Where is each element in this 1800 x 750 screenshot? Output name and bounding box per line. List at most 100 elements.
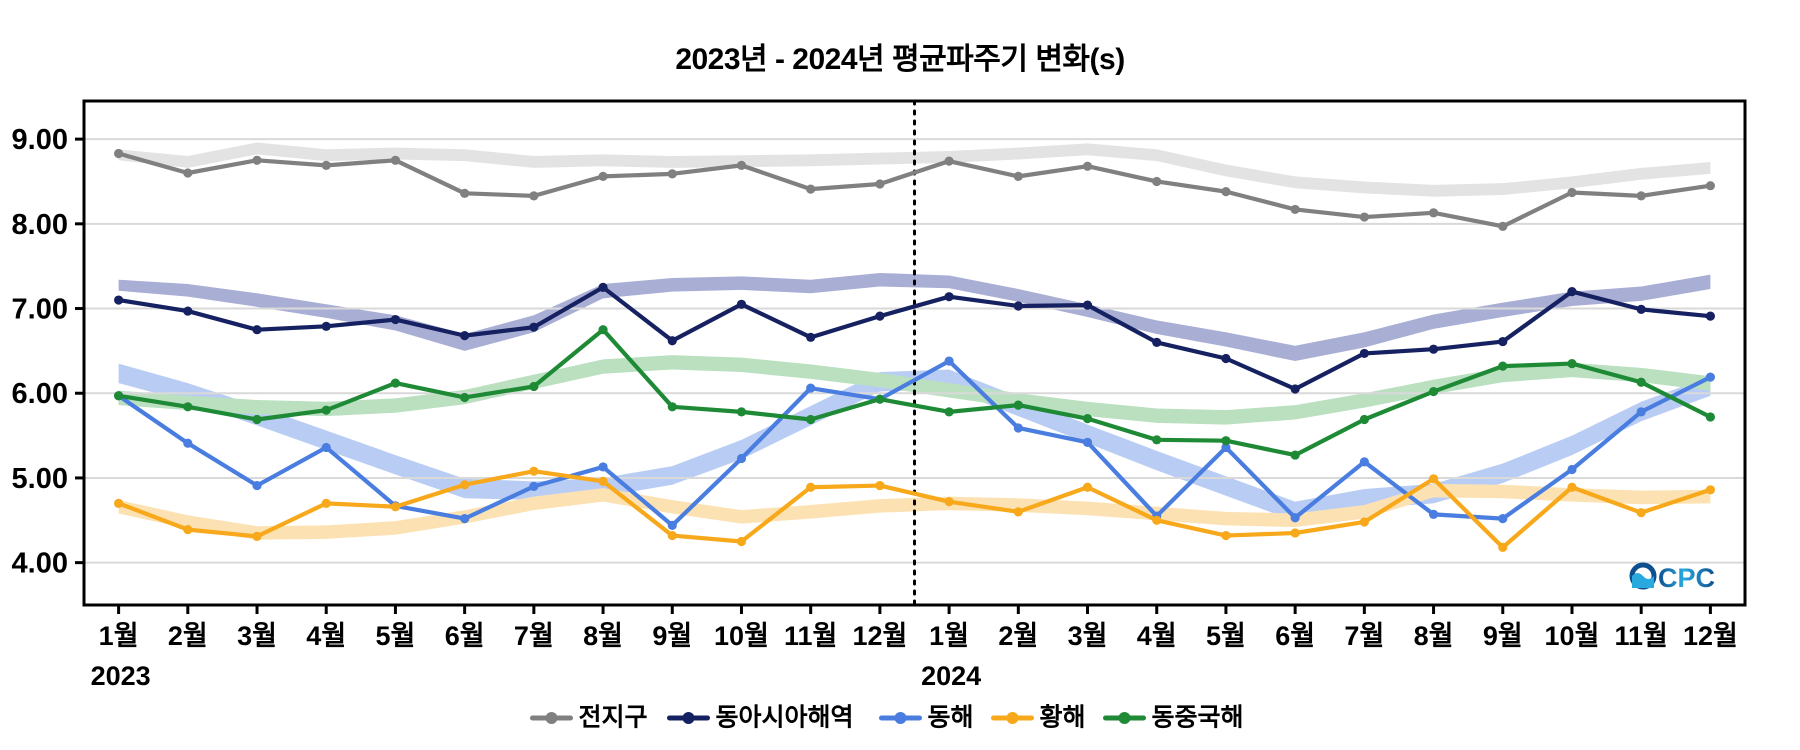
data-point [114, 498, 124, 508]
data-point [1428, 344, 1439, 354]
x-axis-tick-labels: 1월 2월 3월 4월 5월 6월 7월 8월 9월 10월 11월 12월 1월 2월 3월 4월 5월 6월 7… [99, 621, 1738, 651]
data-point [1082, 482, 1093, 492]
data-point [1221, 442, 1231, 453]
series-line-4 [116, 327, 1713, 458]
legend-label: 전지구 [579, 704, 648, 732]
data-point [1290, 204, 1300, 215]
data-point [1013, 400, 1023, 410]
x-tick-label: 7월 [514, 621, 554, 651]
data-point [1567, 464, 1577, 475]
data-point [1428, 509, 1439, 519]
chart-legend: 전지구 동아시아해역 동해 황해 동중국해 [530, 704, 1244, 732]
data-point [460, 480, 470, 490]
legend-label: 황해 [1040, 704, 1086, 732]
data-point [529, 381, 539, 392]
legend-item-4[interactable]: 동중국해 [1103, 704, 1244, 732]
data-point [667, 530, 677, 541]
data-point [1082, 414, 1093, 424]
x-tick-label: 1월 [99, 621, 139, 651]
data-point [1013, 171, 1023, 181]
data-point [529, 322, 539, 332]
x-tick-label: 5월 [1206, 621, 1246, 651]
data-point [806, 332, 816, 342]
data-point [321, 321, 331, 331]
legend-item-2[interactable]: 동해 [879, 704, 974, 732]
data-point [1567, 358, 1577, 369]
data-point [875, 311, 885, 321]
data-point [1705, 181, 1715, 191]
data-point [1567, 187, 1577, 198]
series-layer [114, 148, 1715, 553]
data-point [736, 299, 747, 309]
data-point [183, 168, 193, 178]
x-tick-label: 5월 [376, 621, 416, 651]
data-point [1428, 474, 1439, 484]
data-point [1152, 176, 1162, 187]
data-point [944, 407, 954, 417]
legend-swatch-marker [1006, 712, 1019, 724]
x-tick-label: 8월 [1414, 621, 1454, 651]
data-point [390, 155, 401, 165]
data-point [460, 514, 470, 524]
legend-item-0[interactable]: 전지구 [530, 704, 648, 732]
data-point [1498, 336, 1508, 347]
y-tick-label: 7.00 [12, 294, 68, 326]
data-point [1705, 372, 1715, 382]
legend-item-3[interactable]: 황해 [991, 704, 1086, 732]
legend-swatch-marker [894, 712, 907, 724]
data-point [1636, 407, 1646, 417]
data-point [875, 394, 885, 404]
chart-title: 2023년 - 2024년 평균파주기 변화(s) [675, 43, 1125, 76]
data-point [1498, 221, 1508, 231]
data-point [1705, 311, 1715, 321]
data-point [529, 481, 539, 492]
data-point [875, 179, 885, 189]
data-point [944, 156, 954, 166]
data-point [806, 482, 816, 492]
data-point [667, 336, 677, 346]
data-point [1567, 286, 1577, 297]
x-tick-label: 12월 [852, 621, 907, 651]
data-point [1013, 423, 1023, 433]
legend-item-1[interactable]: 동아시아해역 [667, 704, 854, 732]
data-point [529, 191, 539, 201]
data-point [667, 169, 677, 179]
data-point [1705, 485, 1715, 495]
data-point [1221, 530, 1231, 541]
data-point [1082, 161, 1093, 171]
y-tick-label: 6.00 [12, 378, 68, 410]
data-point [944, 356, 954, 366]
data-point [460, 188, 470, 198]
y-tick-label: 8.00 [12, 209, 68, 241]
data-point [252, 325, 262, 335]
x-tick-label: 4월 [1137, 621, 1177, 651]
uncertainty-band-3 [118, 483, 1711, 540]
data-point [1290, 528, 1300, 538]
data-point [1428, 386, 1439, 397]
uncertainty-band-0 [118, 142, 1711, 197]
x-tick-label: 12월 [1683, 621, 1738, 651]
cpc-watermark-logo: CPC [1629, 562, 1715, 593]
y-axis-tick-labels: 4.00 5.00 6.00 7.00 8.00 9.00 [12, 124, 68, 580]
x-tick-label: 10월 [1545, 621, 1600, 651]
data-point [1498, 542, 1508, 553]
data-point [944, 292, 954, 302]
data-point [875, 480, 885, 491]
data-point [1498, 514, 1508, 524]
data-point [1636, 377, 1646, 387]
cpc-logo-wave-icon [1632, 573, 1654, 588]
data-point [1636, 191, 1646, 201]
x-tick-label: 8월 [583, 621, 623, 651]
data-point [806, 383, 816, 393]
legend-label: 동아시아해역 [716, 704, 854, 732]
x-tick-label: 6월 [445, 621, 485, 651]
x-tick-label: 10월 [714, 621, 769, 651]
x-tick-label: 9월 [652, 621, 692, 651]
data-point [1498, 361, 1508, 371]
data-point [1290, 384, 1300, 394]
data-point [1636, 508, 1646, 518]
data-point [1221, 353, 1231, 364]
series-line-0 [116, 151, 1713, 229]
